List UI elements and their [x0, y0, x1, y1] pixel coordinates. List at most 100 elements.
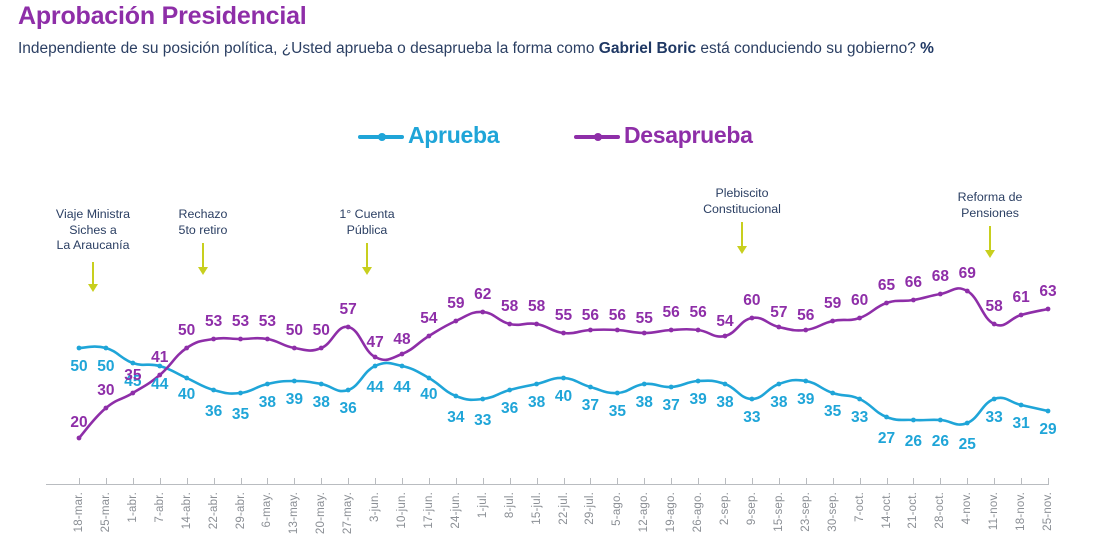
data-point [722, 381, 728, 387]
axis-tick [698, 478, 700, 485]
subtitle-highlight: Gabriel Boric [598, 40, 697, 57]
data-point [937, 417, 943, 423]
data-point [184, 375, 190, 381]
data-point [776, 381, 782, 387]
value-label: 50 [178, 322, 196, 339]
value-label: 61 [1012, 289, 1030, 306]
axis-tick-label: 7-oct. [853, 492, 866, 522]
axis-tick [132, 478, 134, 485]
axis-tick-label: 17-jun. [422, 492, 435, 529]
value-label: 33 [474, 412, 492, 429]
value-label: 25 [958, 436, 976, 453]
axis-tick-label: 14-oct. [880, 492, 893, 529]
value-label: 38 [716, 394, 734, 411]
axis-tick [482, 478, 484, 485]
data-point [265, 381, 270, 387]
value-label: 58 [501, 298, 519, 315]
data-point [614, 390, 620, 396]
data-point [345, 387, 351, 393]
value-label: 29 [1039, 421, 1057, 438]
axis-tick-label: 23-sep. [799, 492, 812, 532]
annotation-1: Viaje Ministra Siches a La Araucanía [3, 207, 183, 254]
value-label: 47 [366, 334, 384, 351]
data-point [803, 327, 809, 333]
data-point [426, 375, 432, 381]
annotation-4: Plebiscito Constitucional [652, 186, 832, 217]
data-point [668, 327, 674, 333]
value-label: 45 [124, 373, 142, 390]
data-point [453, 393, 459, 399]
data-point [76, 345, 82, 351]
axis-tick-label: 5-ago. [611, 492, 624, 526]
data-point [991, 396, 997, 402]
data-point [722, 333, 728, 339]
data-point [695, 378, 701, 384]
axis-tick-label: 12-ago. [638, 492, 651, 533]
axis-tick-label: 11-nov. [988, 492, 1001, 531]
axis-tick [79, 478, 80, 485]
data-point [507, 387, 513, 393]
value-label: 57 [339, 301, 357, 318]
value-label: 40 [420, 386, 438, 403]
data-point [453, 318, 459, 324]
data-point [964, 420, 970, 426]
axis-tick [886, 478, 888, 485]
annotation-arrow-down-icon [360, 243, 374, 275]
value-label: 44 [151, 376, 169, 393]
axis-tick-label: 7-abr. [153, 492, 166, 523]
axis-tick-label: 4-nov. [961, 492, 974, 525]
annotation-text: Rechazo 5to retiro [178, 207, 228, 237]
data-point [480, 309, 486, 315]
data-point [1045, 306, 1051, 312]
value-label: 34 [447, 409, 465, 426]
axis-tick-label: 30-sep. [826, 492, 839, 532]
axis-tick-label: 22-jul. [557, 492, 570, 525]
annotation-text: Viaje Ministra Siches a La Araucanía [55, 207, 131, 252]
data-point [130, 360, 136, 366]
data-point [561, 375, 566, 381]
data-point [884, 300, 889, 306]
value-label: 35 [608, 403, 626, 420]
axis-tick-label: 15-sep. [772, 492, 785, 532]
value-label: 54 [420, 310, 438, 327]
axis-tick-label: 8-jul. [503, 492, 516, 519]
axis-tick-label: 27-may. [342, 492, 355, 535]
value-label: 33 [985, 409, 1003, 426]
axis-tick-label: 21-oct. [907, 492, 920, 529]
value-label: 33 [850, 409, 869, 426]
value-label: 36 [204, 403, 223, 420]
value-label: 53 [258, 313, 277, 330]
data-point [345, 324, 351, 330]
value-label: 39 [689, 391, 707, 408]
value-label: 56 [662, 304, 680, 321]
annotation-2: Rechazo 5to retiro [113, 207, 293, 238]
data-point [507, 321, 513, 327]
data-point [265, 336, 270, 342]
data-point [857, 396, 862, 402]
value-label: 66 [904, 274, 923, 291]
data-point [291, 345, 297, 351]
legend-item-aprueba[interactable]: Aprueba [358, 122, 500, 149]
value-label: 60 [850, 292, 869, 309]
value-label: 39 [285, 391, 303, 408]
value-label: 44 [366, 379, 384, 396]
value-label: 35 [824, 403, 842, 420]
axis-tick [617, 478, 619, 485]
annotation-text: 1° Cuenta Pública [339, 207, 395, 237]
data-point [184, 345, 190, 351]
legend-marker-aprueba-icon [358, 128, 404, 144]
subtitle-part-1: Independiente de su posición política, ¿… [18, 40, 599, 57]
value-label: 27 [877, 430, 896, 447]
page-title: Aprobación Presidencial [18, 2, 307, 30]
axis-tick-label: 10-jun. [396, 492, 408, 529]
axis-tick-label: 29-jul. [584, 492, 597, 525]
data-point [641, 330, 647, 336]
data-point [641, 381, 647, 387]
legend-item-desaprueba[interactable]: Desaprueba [574, 122, 753, 149]
value-label: 33 [743, 409, 761, 426]
data-point [103, 345, 109, 351]
annotation-text: Plebiscito Constitucional [703, 186, 781, 216]
value-label: 36 [501, 400, 519, 417]
value-label: 38 [527, 394, 546, 411]
data-point [776, 324, 782, 330]
